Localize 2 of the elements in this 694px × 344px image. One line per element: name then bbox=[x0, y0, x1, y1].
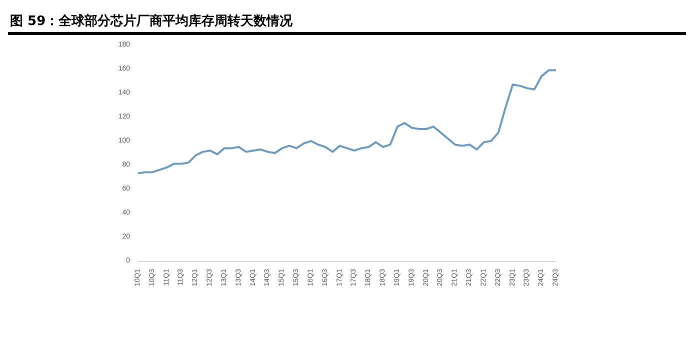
chart-title: 图 59：全球部分芯片厂商平均库存周转天数情况 bbox=[8, 8, 686, 35]
line-series bbox=[137, 69, 557, 174]
